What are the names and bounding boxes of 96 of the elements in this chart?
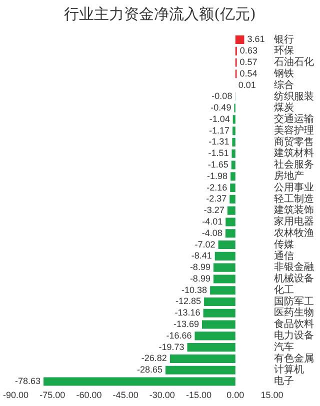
data-label: -19.73 xyxy=(158,342,184,352)
data-label: -1.65 xyxy=(208,160,228,170)
data-label: -12.85 xyxy=(176,296,202,306)
data-label: 0.01 xyxy=(238,80,256,90)
data-label: -26.82 xyxy=(141,353,167,364)
x-tick-label: -30.00 xyxy=(149,390,175,400)
y-tick-label: 计算机 xyxy=(274,364,304,376)
y-tick-label: 非银金融 xyxy=(274,261,314,274)
bar xyxy=(235,35,244,44)
y-tick-label: 交通运输 xyxy=(274,113,314,126)
data-label: -2.16 xyxy=(206,182,228,192)
data-label: -1.04 xyxy=(209,114,230,124)
y-tick-label: 通信 xyxy=(274,250,294,262)
y-tick-label: 机械设备 xyxy=(274,272,314,285)
y-tick-label: 有色金属 xyxy=(274,352,314,364)
data-label: -78.63 xyxy=(14,376,41,386)
data-label: -8.41 xyxy=(191,250,212,261)
y-tick-label: 建筑装饰 xyxy=(273,204,314,216)
data-label: -0.49 xyxy=(210,102,232,113)
y-tick-label: 传媒 xyxy=(274,239,294,250)
x-tick-label: -75.00 xyxy=(40,390,66,400)
x-tick-label: -60.00 xyxy=(76,390,102,400)
bar xyxy=(225,229,236,238)
data-label: -3.27 xyxy=(204,205,224,216)
bar xyxy=(230,194,236,204)
y-tick-label: 商贸零售 xyxy=(274,136,314,148)
bar xyxy=(204,297,236,306)
y-tick-label: 汽车 xyxy=(274,340,294,353)
data-label: -4.01 xyxy=(202,216,223,226)
data-label: -1.17 xyxy=(209,125,230,136)
y-tick-label: 综合 xyxy=(274,78,294,91)
data-label: -16.66 xyxy=(166,330,192,340)
data-label: -1.31 xyxy=(208,136,230,147)
y-tick-label: 食品饮料 xyxy=(274,318,314,330)
bar xyxy=(230,184,236,192)
y-tick-label: 建筑材料 xyxy=(273,147,314,160)
bar xyxy=(202,320,236,329)
bar xyxy=(230,172,236,181)
bar xyxy=(187,343,236,352)
data-label: -13.16 xyxy=(174,308,200,318)
y-tick-label: 公用事业 xyxy=(274,181,314,194)
bar xyxy=(213,263,236,272)
data-label: -13.69 xyxy=(173,319,199,330)
y-tick-label: 房地产 xyxy=(274,170,304,182)
data-label: -8.99 xyxy=(190,262,210,272)
x-tick-label: 0.00 xyxy=(226,390,244,400)
y-tick-label: 社会服务 xyxy=(274,158,314,171)
y-tick-label: 农林牧渔 xyxy=(274,226,314,239)
y-tick-label: 轻工制造 xyxy=(274,192,314,205)
data-label: 0.63 xyxy=(240,46,258,56)
data-label: -8.99 xyxy=(190,273,210,284)
data-label: 0.54 xyxy=(240,68,258,78)
data-label: -2.37 xyxy=(206,194,227,204)
y-tick-label: 化工 xyxy=(274,284,294,296)
x-tick-label: -15.00 xyxy=(186,390,212,400)
y-tick-label: 家用电器 xyxy=(274,216,314,228)
bar xyxy=(170,354,236,363)
bar xyxy=(44,377,236,386)
y-tick-label: 煤炭 xyxy=(274,102,294,114)
bar xyxy=(210,286,236,295)
x-tick-label: 15.00 xyxy=(260,390,284,400)
chart-title: 行业主力资金净流入额(亿元) xyxy=(63,4,257,25)
data-label: -0.08 xyxy=(212,91,232,102)
data-label: 0.57 xyxy=(240,56,258,67)
data-label: -7.02 xyxy=(194,239,216,250)
data-label: -1.51 xyxy=(208,148,229,158)
y-tick-label: 医药生物 xyxy=(274,306,314,319)
bar xyxy=(218,240,236,250)
bar xyxy=(203,308,236,318)
bar xyxy=(214,252,236,260)
bar xyxy=(232,115,236,124)
bar xyxy=(194,332,236,340)
data-label: -4.08 xyxy=(202,228,222,238)
bar xyxy=(227,206,236,215)
y-tick-label: 电子 xyxy=(274,375,294,388)
x-tick-label: -45.00 xyxy=(112,390,138,400)
bar xyxy=(232,126,236,136)
bar xyxy=(165,366,236,374)
y-tick-label: 电力设备 xyxy=(274,330,314,342)
y-tick-label: 纺织服装 xyxy=(274,90,314,102)
y-tick-label: 国防军工 xyxy=(274,295,314,308)
bar xyxy=(226,218,236,226)
data-label: -10.38 xyxy=(182,284,208,295)
bar xyxy=(232,138,236,147)
bar xyxy=(232,149,236,158)
data-label: 3.61 xyxy=(247,34,265,44)
y-tick-label: 美容护理 xyxy=(274,124,314,136)
bar xyxy=(231,160,236,170)
data-label: -28.65 xyxy=(136,364,162,375)
y-tick-label: 钢铁 xyxy=(273,67,294,80)
y-tick-label: 环保 xyxy=(274,46,294,57)
y-tick-label: 银行 xyxy=(273,34,294,46)
x-tick-label: -90.00 xyxy=(2,390,29,400)
bar xyxy=(213,274,236,284)
data-label: -1.98 xyxy=(207,170,228,181)
y-tick-label: 石油石化 xyxy=(274,56,314,68)
